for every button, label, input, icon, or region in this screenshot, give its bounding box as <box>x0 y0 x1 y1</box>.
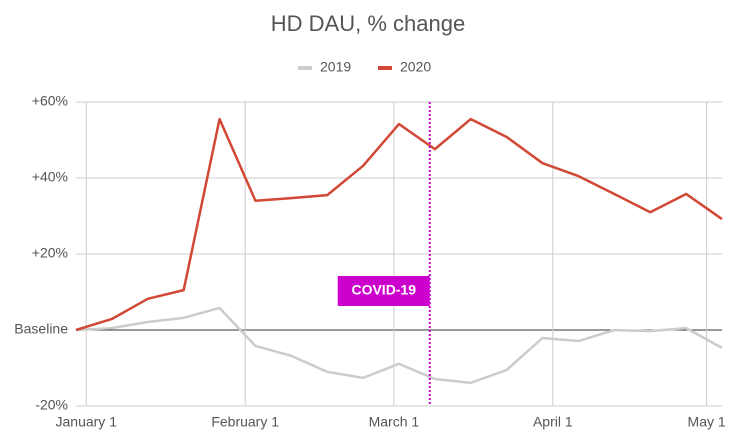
y-tick-label: -20% <box>35 397 68 413</box>
series-line <box>75 306 723 385</box>
x-tick-label: February 1 <box>211 414 279 430</box>
x-tick-label: March 1 <box>369 414 420 430</box>
y-tick-label: +20% <box>32 245 68 261</box>
x-tick-label: May 1 <box>688 414 726 430</box>
y-tick-label: +40% <box>32 169 68 185</box>
legend-label: 2020 <box>400 59 431 75</box>
legend-label: 2019 <box>320 59 351 75</box>
x-tick-label: April 1 <box>533 414 573 430</box>
annotation-label: COVID-19 <box>351 282 416 298</box>
y-tick-label: Baseline <box>14 321 68 337</box>
annotation-box <box>337 276 430 306</box>
y-tick-label: +60% <box>32 93 68 109</box>
x-tick-label: January 1 <box>56 414 118 430</box>
series-line <box>75 117 723 332</box>
chart-title: HD DAU, % change <box>271 11 465 36</box>
